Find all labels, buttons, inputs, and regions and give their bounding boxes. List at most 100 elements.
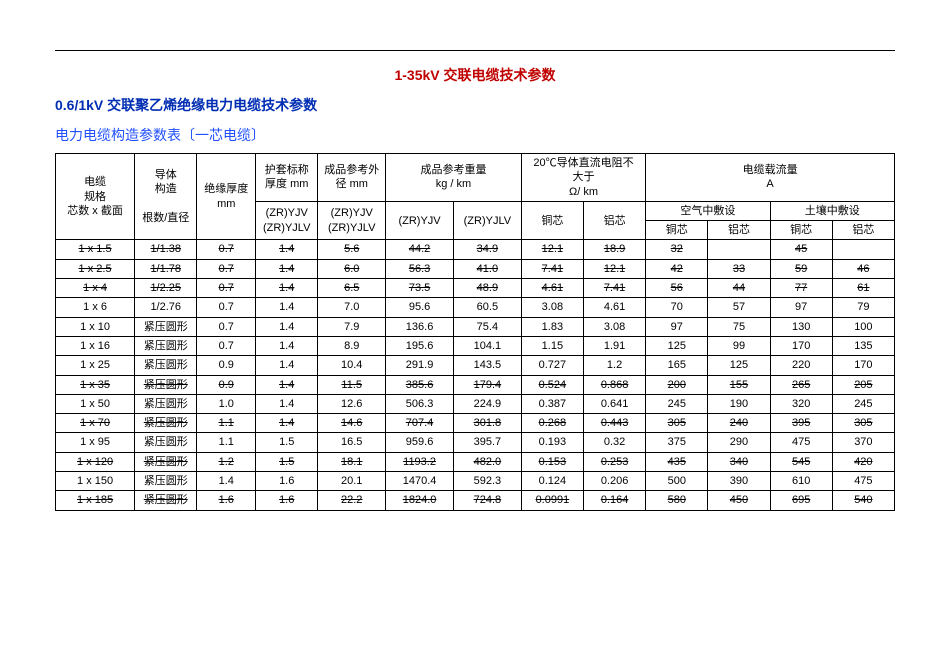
table-cell: 紧压圆形 bbox=[135, 394, 197, 413]
col-w-yjlv: (ZR)YJLV bbox=[453, 201, 521, 240]
table-cell: 1.5 bbox=[256, 452, 318, 471]
table-cell: 475 bbox=[770, 433, 832, 452]
table-cell bbox=[708, 240, 770, 259]
table-cell: 1/1.38 bbox=[135, 240, 197, 259]
table-cell: 0.868 bbox=[583, 375, 645, 394]
table-cell: 56.3 bbox=[386, 259, 454, 278]
title-main: 1-35kV 交联电缆技术参数 bbox=[55, 65, 895, 85]
table-cell: 200 bbox=[646, 375, 708, 394]
table-cell: 1.4 bbox=[256, 394, 318, 413]
table-cell: 1/2.76 bbox=[135, 298, 197, 317]
table-row: 1 x 150紧压圆形1.41.620.11470.4592.30.1240.2… bbox=[56, 472, 895, 491]
table-cell: 385.6 bbox=[386, 375, 454, 394]
table-cell: 0.7 bbox=[197, 336, 256, 355]
hdr-model1: (ZR)YJV(ZR)YJLV bbox=[263, 207, 310, 233]
table-cell: 紧压圆形 bbox=[135, 375, 197, 394]
table-row: 1 x 185紧压圆形1.61.622.21824.0724.80.09910.… bbox=[56, 491, 895, 510]
table-cell: 1.6 bbox=[256, 472, 318, 491]
table-cell: 291.9 bbox=[386, 356, 454, 375]
table-cell: 1 x 50 bbox=[56, 394, 135, 413]
table-cell: 1/2.25 bbox=[135, 279, 197, 298]
col-air-cu: 铜芯 bbox=[646, 221, 708, 240]
col-weight: 成品参考重量kg / km bbox=[386, 154, 522, 202]
table-cell: 305 bbox=[832, 414, 894, 433]
title-sub: 0.6/1kV 交联聚乙烯绝缘电力电缆技术参数 bbox=[55, 95, 895, 115]
table-cell: 1/1.78 bbox=[135, 259, 197, 278]
table-cell: 205 bbox=[832, 375, 894, 394]
table-cell: 1 x 1.5 bbox=[56, 240, 135, 259]
table-cell: 97 bbox=[770, 298, 832, 317]
col-ampacity: 电缆载流量A bbox=[646, 154, 895, 202]
col-cons: 导体构造根数/直径 bbox=[135, 154, 197, 240]
table-cell: 4.61 bbox=[583, 298, 645, 317]
table-cell: 紧压圆形 bbox=[135, 491, 197, 510]
table-head: 电缆规格芯数 x 截面 导体构造根数/直径 绝缘厚度mm 护套标称厚度 mm 成… bbox=[56, 154, 895, 240]
table-cell: 170 bbox=[770, 336, 832, 355]
col-soil-cu: 铜芯 bbox=[770, 221, 832, 240]
table-cell: 0.524 bbox=[521, 375, 583, 394]
table-cell: 1.6 bbox=[197, 491, 256, 510]
table-cell: 20.1 bbox=[318, 472, 386, 491]
table-cell: 165 bbox=[646, 356, 708, 375]
table-cell: 18.1 bbox=[318, 452, 386, 471]
table-row: 1 x 1.51/1.380.71.45.644.234.912.118.932… bbox=[56, 240, 895, 259]
table-cell: 1.4 bbox=[256, 356, 318, 375]
table-cell: 506.3 bbox=[386, 394, 454, 413]
table-cell: 125 bbox=[646, 336, 708, 355]
table-cell: 130 bbox=[770, 317, 832, 336]
table-cell: 0.641 bbox=[583, 394, 645, 413]
table-cell: 1.2 bbox=[197, 452, 256, 471]
table-cell: 370 bbox=[832, 433, 894, 452]
table-cell: 75.4 bbox=[453, 317, 521, 336]
table-cell bbox=[832, 240, 894, 259]
table-cell: 1.91 bbox=[583, 336, 645, 355]
table-cell: 305 bbox=[646, 414, 708, 433]
table-cell: 707.4 bbox=[386, 414, 454, 433]
table-row: 1 x 50紧压圆形1.01.412.6506.3224.90.3870.641… bbox=[56, 394, 895, 413]
document-page: 1-35kV 交联电缆技术参数 0.6/1kV 交联聚乙烯绝缘电力电缆技术参数 … bbox=[0, 0, 950, 672]
table-cell: 0.9 bbox=[197, 356, 256, 375]
table-cell: 41.0 bbox=[453, 259, 521, 278]
table-cell: 12.1 bbox=[521, 240, 583, 259]
table-cell: 290 bbox=[708, 433, 770, 452]
table-cell: 75 bbox=[708, 317, 770, 336]
table-cell: 0.443 bbox=[583, 414, 645, 433]
col-soil-al: 铝芯 bbox=[832, 221, 894, 240]
table-cell: 136.6 bbox=[386, 317, 454, 336]
table-cell: 420 bbox=[832, 452, 894, 471]
table-cell: 56 bbox=[646, 279, 708, 298]
table-cell: 0.7 bbox=[197, 279, 256, 298]
table-cell: 79 bbox=[832, 298, 894, 317]
table-cell: 1 x 120 bbox=[56, 452, 135, 471]
table-cell: 220 bbox=[770, 356, 832, 375]
table-cell: 1470.4 bbox=[386, 472, 454, 491]
table-cell: 16.5 bbox=[318, 433, 386, 452]
table-cell: 14.6 bbox=[318, 414, 386, 433]
table-cell: 60.5 bbox=[453, 298, 521, 317]
table-cell: 1.4 bbox=[256, 317, 318, 336]
table-cell: 5.6 bbox=[318, 240, 386, 259]
table-cell: 6.5 bbox=[318, 279, 386, 298]
table-row: 1 x 61/2.760.71.47.095.660.53.084.617057… bbox=[56, 298, 895, 317]
col-w-yjv: (ZR)YJV bbox=[386, 201, 454, 240]
table-cell: 紧压圆形 bbox=[135, 317, 197, 336]
table-cell: 59 bbox=[770, 259, 832, 278]
table-cell: 610 bbox=[770, 472, 832, 491]
col-diam: 成品参考外径 mm bbox=[318, 154, 386, 202]
table-cell: 265 bbox=[770, 375, 832, 394]
hdr-model2: (ZR)YJV(ZR)YJLV bbox=[328, 207, 375, 233]
table-cell: 224.9 bbox=[453, 394, 521, 413]
table-cell: 0.7 bbox=[197, 259, 256, 278]
top-rule bbox=[55, 50, 895, 51]
table-cell: 0.206 bbox=[583, 472, 645, 491]
table-row: 1 x 120紧压圆形1.21.518.11193.2482.00.1530.2… bbox=[56, 452, 895, 471]
table-row: 1 x 16紧压圆形0.71.48.9195.6104.11.151.91125… bbox=[56, 336, 895, 355]
col-diam-model: (ZR)YJV(ZR)YJLV bbox=[318, 201, 386, 240]
hdr-weight: 成品参考重量kg / km bbox=[420, 164, 486, 190]
table-cell: 500 bbox=[646, 472, 708, 491]
col-spec: 电缆规格芯数 x 截面 bbox=[56, 154, 135, 240]
table-cell: 紧压圆形 bbox=[135, 356, 197, 375]
table-cell: 170 bbox=[832, 356, 894, 375]
table-cell: 435 bbox=[646, 452, 708, 471]
hdr-sheath: 护套标称厚度 mm bbox=[265, 164, 309, 190]
